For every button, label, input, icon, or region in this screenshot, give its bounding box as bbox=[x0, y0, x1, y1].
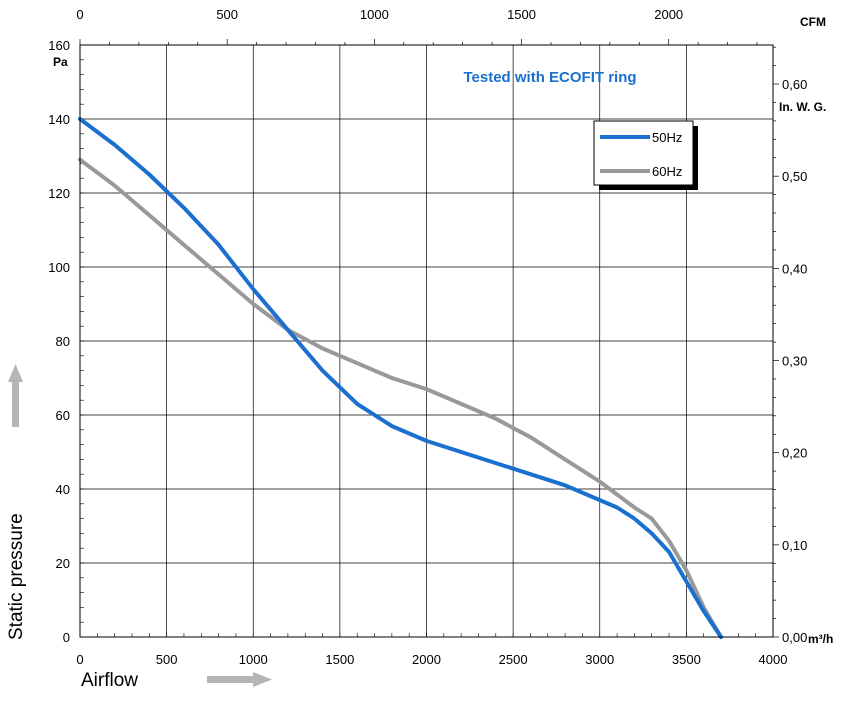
x-axis-unit: m³/h bbox=[808, 632, 833, 646]
x-tick-label: 0 bbox=[76, 652, 83, 667]
y-tick-label: 100 bbox=[48, 260, 70, 275]
tick-labels: 0 500 1000 1500 2000 2500 3000 3500 400002040608… bbox=[48, 7, 807, 667]
x-top-tick-label: 2000 bbox=[654, 7, 683, 22]
y-axis-unit: Pa bbox=[53, 55, 68, 69]
chart-title: Tested with ECOFIT ring bbox=[463, 69, 636, 86]
y-right-tick-label: 0,60 bbox=[782, 77, 807, 92]
x-tick-label: 3000 bbox=[585, 652, 614, 667]
y-right-tick-label: 0,30 bbox=[782, 354, 807, 369]
up-arrow-icon bbox=[8, 364, 23, 427]
x-top-tick-label: 500 bbox=[216, 7, 238, 22]
right-arrow-shaft bbox=[207, 676, 255, 683]
y-tick-label: 160 bbox=[48, 38, 70, 53]
series-line-60hz bbox=[78, 157, 723, 639]
x-tick-label: 2000 bbox=[412, 652, 441, 667]
right-arrow-icon bbox=[207, 672, 272, 687]
y-right-tick-label: 0,10 bbox=[782, 538, 807, 553]
x-tick-label: 3500 bbox=[672, 652, 701, 667]
right-arrow-head bbox=[253, 672, 272, 687]
x-tick-label: 1000 bbox=[239, 652, 268, 667]
up-arrow-shaft bbox=[12, 380, 19, 427]
y-tick-label: 0 bbox=[63, 630, 70, 645]
y-tick-label: 140 bbox=[48, 112, 70, 127]
legend-box bbox=[593, 120, 694, 186]
x-axis-title: Airflow bbox=[81, 670, 138, 691]
y-tick-label: 60 bbox=[56, 408, 70, 423]
legend-label-60hz: 60Hz bbox=[652, 164, 682, 179]
x-top-tick-label: 1500 bbox=[507, 7, 536, 22]
x-top-axis-unit: CFM bbox=[800, 15, 826, 29]
y-right-tick-label: 0,40 bbox=[782, 261, 807, 276]
y-tick-label: 20 bbox=[56, 556, 70, 571]
legend-label-50hz: 50Hz bbox=[652, 130, 682, 145]
legend: 50Hz 60Hz bbox=[593, 120, 698, 190]
x-tick-label: 1500 bbox=[325, 652, 354, 667]
x-top-tick-label: 0 bbox=[76, 7, 83, 22]
x-tick-label: 500 bbox=[156, 652, 178, 667]
x-tick-label: 4000 bbox=[759, 652, 788, 667]
y-right-axis-unit: In. W. G. bbox=[779, 100, 826, 114]
y-tick-label: 40 bbox=[56, 482, 70, 497]
plot-frame bbox=[79, 44, 774, 638]
x-top-tick-label: 1000 bbox=[360, 7, 389, 22]
y-right-tick-label: 0,20 bbox=[782, 446, 807, 461]
y-right-tick-label: 0,00 bbox=[782, 630, 807, 645]
y-right-tick-label: 0,50 bbox=[782, 169, 807, 184]
y-axis-title: Static pressure bbox=[6, 513, 27, 640]
series-line-50hz bbox=[78, 117, 723, 639]
up-arrow-head bbox=[8, 364, 23, 382]
series-layer bbox=[78, 117, 723, 639]
x-tick-label: 2500 bbox=[499, 652, 528, 667]
y-tick-label: 80 bbox=[56, 334, 70, 349]
y-tick-label: 120 bbox=[48, 186, 70, 201]
